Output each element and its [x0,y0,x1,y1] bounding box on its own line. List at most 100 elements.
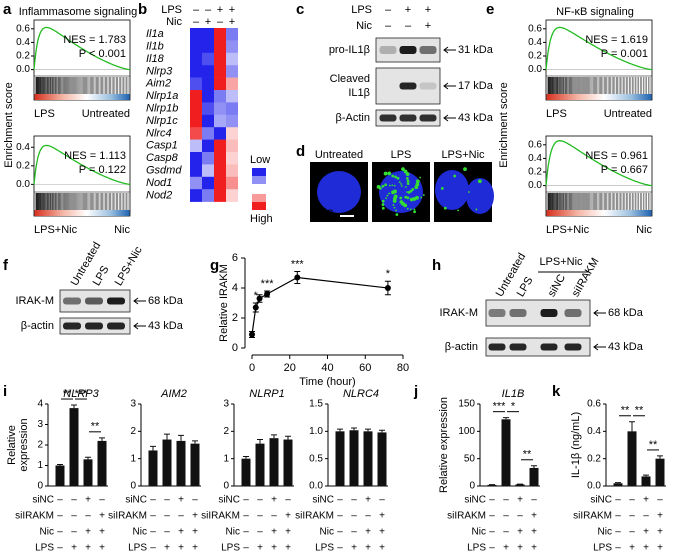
asc-speck [399,196,403,200]
y-tick-label: 3 [223,399,229,410]
asc-speck [406,179,410,183]
condition-label: siIRAKM [573,511,612,522]
condition-sign: + [99,543,105,553]
heatmap-cell [190,65,202,78]
blot-label: β-actin [445,341,478,353]
asc-speck [405,186,407,188]
group-label: Untreated [82,108,130,120]
gene-label: Nod2 [146,189,172,201]
condition-sign: – [615,527,621,538]
band [63,297,81,305]
condition-sign: – [337,495,343,506]
y-tick-label: 0.6 [528,23,542,34]
condition-sign: – [164,495,170,506]
significance: ** [523,449,532,461]
band [509,343,527,351]
y-axis-label: Enrichment score [498,82,510,168]
gene-label: Casp1 [146,140,178,152]
significance: ** [91,421,100,433]
heatmap-cell [202,176,214,190]
heatmap-cell [214,189,226,202]
condition-sign: + [517,543,523,553]
band [379,46,397,54]
asc-speck [400,183,402,185]
arrow [133,297,146,305]
asc-speck [457,209,459,212]
heatmap-cell [190,28,202,41]
band [85,297,103,305]
condition-sign: – [178,511,184,522]
bar [148,450,158,486]
heatmap-cell [226,114,238,128]
bar [255,443,265,486]
error-bar [57,463,63,466]
rank-gradient [34,94,130,100]
condition-sign: – [517,511,523,522]
y-tick-label: 0.2 [16,51,30,62]
y-axis-label: Relative expression [438,397,450,493]
nes-label: NES = 1.619 [585,34,648,46]
bar [529,467,539,486]
size-label: 31 kDa [458,44,494,56]
panel-letter: k [552,383,561,400]
condition-sign: – [243,527,249,538]
bar [363,431,373,486]
condition-sign: – [257,527,263,538]
group-label: Nic [114,224,130,236]
error-bar [615,482,621,484]
error-bar [243,455,249,459]
asc-speck [406,182,410,186]
y-tick-label: 50 [464,453,476,464]
asc-speck [381,206,385,210]
condition-sign: + [285,543,291,553]
error-bar [99,437,105,441]
condition-sign: + [351,543,357,553]
condition-sign: – [489,543,495,553]
gene-label: Gsdmd [146,165,182,177]
y-tick-label: 0.0 [587,481,601,492]
gene-label: Il18 [146,53,165,65]
error-bar [379,429,385,433]
condition-sign: + [379,527,385,538]
condition-sign: + [517,527,523,538]
y-tick-label: 0.0 [16,64,30,75]
heatmap-cell [202,40,214,54]
panel-letter: c [296,1,304,18]
y-tick-label: 0.0 [309,481,323,492]
condition-sign: – [629,527,635,538]
heatmap-cell [202,152,214,165]
condition-sign: – [337,527,343,538]
condition-label: siIRAKM [108,511,147,522]
arrow [133,322,146,330]
stain-label: ASC [313,209,334,220]
band [399,46,417,54]
condition-sign: – [503,527,509,538]
condition-sign: + [192,543,198,553]
point [249,331,255,338]
heatmap-cell [226,139,238,153]
band [540,343,558,351]
condition-sign: – [489,495,495,506]
condition-sign: + [643,495,649,506]
header-label: LPS [351,4,372,16]
asc-speck [400,185,403,187]
gene-label: Nlrp3 [146,65,173,77]
asc-speck [393,206,396,209]
arrow [443,82,456,90]
heatmap-cell [190,52,202,66]
asc-speck [409,197,414,202]
y-axis-label: IL-1β (ng/mL) [570,412,582,478]
heatmap-cell [226,40,238,54]
arrow [443,46,456,54]
condition-label: Nic [133,527,147,538]
y-tick-label: 2 [232,312,238,324]
condition-label: LPS [35,543,54,553]
condition-sign: + [192,511,198,522]
point [384,285,391,291]
asc-speck [396,176,400,180]
condition-sign: + [99,511,105,522]
y-tick-label: 0.2 [528,51,542,62]
point [264,291,271,297]
x-tick-label: 0 [249,362,255,374]
x-tick-label: 40 [321,362,333,374]
